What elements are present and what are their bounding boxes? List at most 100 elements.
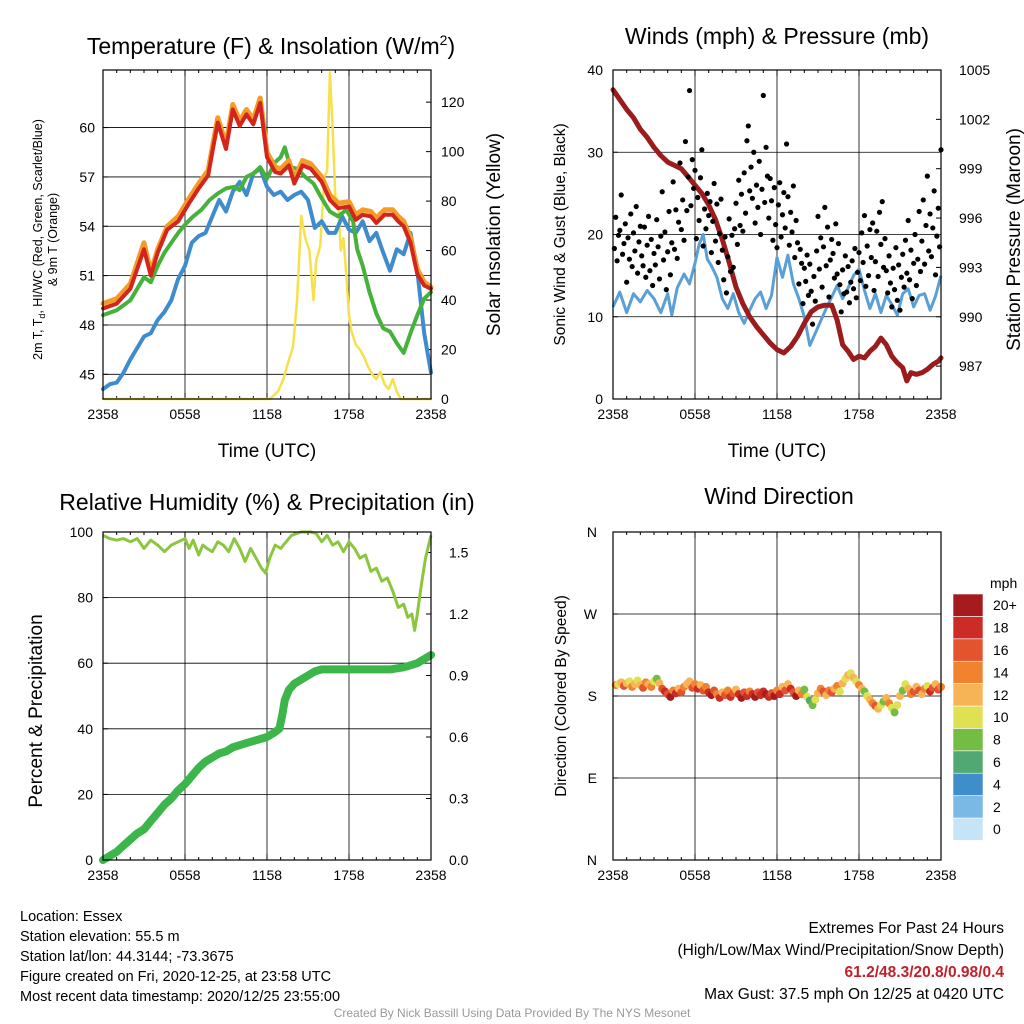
gust-point — [897, 307, 903, 313]
gust-point — [681, 237, 687, 243]
direction-point — [893, 701, 902, 710]
gust-point — [733, 200, 739, 206]
gust-point — [852, 245, 858, 252]
winds-chart: 2358 0558 1158 1758 235801020304098799099399… — [552, 23, 1024, 462]
gust-point — [794, 240, 801, 246]
gust-point — [886, 253, 892, 259]
gust-point — [684, 208, 690, 214]
gust-point — [748, 164, 754, 170]
gust-point — [797, 246, 803, 252]
gust-point — [756, 158, 762, 164]
gust-point — [871, 287, 877, 294]
extremes-title: Extremes For Past 24 Hours — [808, 920, 1004, 937]
gust-point — [931, 188, 937, 194]
gust-point — [889, 304, 895, 310]
gust-point — [742, 210, 749, 216]
gust-point — [902, 237, 909, 243]
x-tick-label: 1158 — [762, 867, 792, 883]
gust-point — [857, 277, 863, 284]
gust-point — [745, 123, 751, 129]
gust-point — [721, 277, 727, 283]
gust-point — [912, 231, 918, 238]
y2-tick-label: 996 — [959, 210, 983, 226]
y2-axis-label: Solar Insolation (Yellow) — [484, 133, 505, 336]
x-tick-label: 0558 — [169, 867, 200, 883]
gust-point — [846, 300, 853, 306]
y-tick-label: 10 — [587, 309, 603, 325]
gust-point — [740, 228, 746, 234]
gust-point — [774, 245, 780, 251]
gust-point — [917, 268, 924, 275]
gust-point — [703, 226, 709, 232]
colorbar-label: 6 — [993, 754, 1001, 770]
gust-point — [726, 216, 732, 222]
gust-point — [901, 284, 907, 290]
gust-point — [617, 227, 623, 233]
gust-point — [818, 235, 824, 241]
gust-point — [648, 236, 654, 243]
gust-point — [625, 235, 631, 241]
x-tick-label: 0558 — [679, 406, 710, 422]
x-tick-label: 2358 — [597, 406, 628, 422]
x-tick-label: 2358 — [87, 867, 118, 883]
gust-point — [845, 263, 851, 270]
gust-point — [790, 183, 797, 189]
gust-point — [773, 222, 779, 228]
y-tick-label: 60 — [77, 655, 93, 671]
gust-point — [816, 266, 822, 272]
direction-point — [800, 685, 809, 694]
gust-point — [882, 236, 888, 242]
gust-point — [830, 250, 836, 257]
gust-point — [924, 173, 930, 179]
gust-point — [613, 214, 619, 220]
plot-border — [612, 531, 942, 861]
gust-point — [792, 254, 798, 261]
gust-point — [622, 221, 628, 227]
gust-point — [671, 246, 678, 252]
gust-point — [927, 211, 933, 217]
plot-border — [102, 531, 432, 861]
gust-point — [856, 249, 862, 256]
y-tick-label: N — [587, 852, 597, 868]
gust-point — [752, 220, 758, 226]
y2-tick-label: 1005 — [959, 62, 990, 78]
y-axis-label: Sonic Wind & Gust (Blue, Black) — [552, 123, 569, 345]
credit-line: Created By Nick Bassill Using Data Provi… — [333, 1006, 691, 1020]
colorbar-swatch — [952, 817, 984, 841]
gust-point — [864, 243, 870, 249]
gust-point — [819, 284, 825, 290]
gust-point — [714, 201, 720, 207]
gust-point — [800, 300, 806, 307]
gust-point — [896, 262, 902, 268]
y2-tick-label: 1.2 — [449, 606, 469, 622]
gust-point — [805, 292, 812, 298]
gust-point — [662, 229, 668, 235]
gust-point — [628, 211, 634, 217]
gust-point — [835, 240, 842, 247]
gust-point — [641, 224, 648, 230]
colorbar-label: 10 — [993, 709, 1009, 725]
gust-point — [763, 144, 769, 150]
gust-point — [883, 268, 889, 274]
y2-tick-label: 100 — [441, 144, 465, 160]
gust-point — [842, 253, 848, 259]
gust-point — [655, 244, 661, 250]
gust-point — [788, 209, 794, 215]
y-tick-label: 57 — [79, 169, 95, 185]
y-tick-label: S — [588, 688, 597, 704]
x-tick-label: 2358 — [415, 867, 446, 883]
colorbar-unit: mph — [990, 575, 1017, 591]
y-tick-label: 45 — [79, 366, 95, 382]
gust-point — [935, 205, 941, 211]
chart-title: Winds (mph) & Pressure (mb) — [625, 23, 929, 49]
gust-point — [758, 231, 764, 238]
gust-point — [859, 230, 865, 236]
gust-point — [814, 248, 820, 254]
chart-title: Relative Humidity (%) & Precipitation (i… — [59, 489, 474, 515]
colorbar-swatch — [952, 616, 984, 640]
gust-point — [820, 244, 827, 250]
gust-point — [621, 240, 627, 247]
gust-point — [695, 194, 701, 201]
gust-point — [905, 217, 911, 224]
